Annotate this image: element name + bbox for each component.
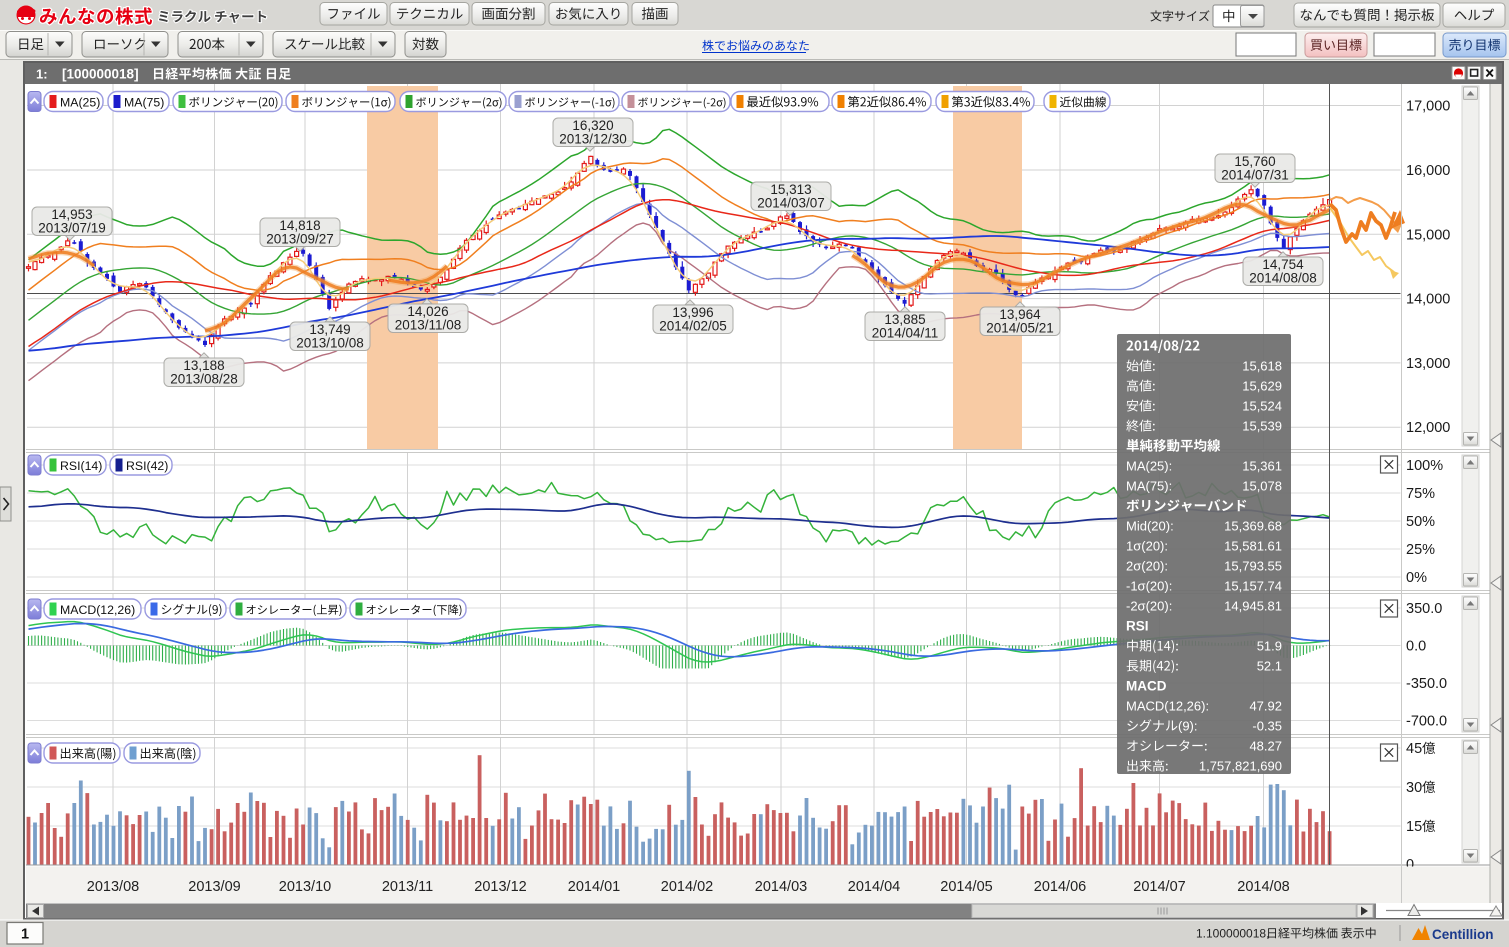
svg-text:100%: 100% <box>1406 458 1443 474</box>
svg-text:14,818: 14,818 <box>279 218 320 233</box>
svg-text:15,629: 15,629 <box>1242 379 1282 394</box>
svg-text:MA(25):: MA(25): <box>1126 459 1172 474</box>
svg-text:14,754: 14,754 <box>1262 257 1304 272</box>
svg-text:17,000: 17,000 <box>1406 99 1450 115</box>
svg-text:[100000018]: [100000018] <box>62 67 139 82</box>
svg-text:2013/08/28: 2013/08/28 <box>170 372 238 387</box>
svg-text:15,000: 15,000 <box>1406 227 1450 243</box>
svg-text:2013/10/08: 2013/10/08 <box>296 336 364 351</box>
svg-text:2014/05: 2014/05 <box>940 879 992 895</box>
svg-text:13,000: 13,000 <box>1406 356 1450 372</box>
svg-text:350.0: 350.0 <box>1406 601 1442 617</box>
svg-text:0: 0 <box>1406 857 1414 873</box>
svg-text:1,757,821,690: 1,757,821,690 <box>1199 759 1282 774</box>
svg-text:2014/08/08: 2014/08/08 <box>1249 271 1317 286</box>
svg-text:30: 30 <box>1406 780 1422 796</box>
svg-text:2014/04: 2014/04 <box>848 879 900 895</box>
svg-text:RSI: RSI <box>1126 619 1149 634</box>
svg-text:2014/01: 2014/01 <box>568 879 620 895</box>
svg-text:2013/10: 2013/10 <box>279 879 331 895</box>
svg-text:2013/12/30: 2013/12/30 <box>559 132 627 147</box>
svg-text:2013/09: 2013/09 <box>188 879 240 895</box>
svg-text:2014/03/07: 2014/03/07 <box>757 196 825 211</box>
svg-text:51.9: 51.9 <box>1257 639 1282 654</box>
svg-text:13,885: 13,885 <box>884 312 925 327</box>
svg-text:Centillion: Centillion <box>1432 927 1494 942</box>
svg-text:2014/02: 2014/02 <box>661 879 713 895</box>
svg-text:1:: 1: <box>36 67 48 82</box>
svg-text:47.92: 47.92 <box>1249 699 1282 714</box>
svg-text:16,320: 16,320 <box>572 118 613 133</box>
svg-text:-700.0: -700.0 <box>1406 714 1447 730</box>
svg-text:2014/03: 2014/03 <box>755 879 807 895</box>
svg-text:14,000: 14,000 <box>1406 292 1450 308</box>
svg-text:0%: 0% <box>1406 570 1427 586</box>
svg-text:2014/05/21: 2014/05/21 <box>986 321 1054 336</box>
svg-text:48.27: 48.27 <box>1249 739 1282 754</box>
svg-text:15,524: 15,524 <box>1242 399 1282 414</box>
svg-text:45: 45 <box>1406 741 1422 757</box>
svg-text:2014/02/05: 2014/02/05 <box>659 319 727 334</box>
svg-text:2013/08: 2013/08 <box>87 879 139 895</box>
svg-text:15,618: 15,618 <box>1242 359 1282 374</box>
svg-text:14,945.81: 14,945.81 <box>1224 599 1282 614</box>
svg-text:RSI(42): RSI(42) <box>126 459 168 473</box>
svg-text:1.100000018,: 1.100000018, <box>1196 927 1269 941</box>
svg-text:52.1: 52.1 <box>1257 659 1282 674</box>
svg-text:RSI(14): RSI(14) <box>60 459 102 473</box>
svg-text:MA(75):: MA(75): <box>1126 479 1172 494</box>
svg-text:13,749: 13,749 <box>309 322 350 337</box>
svg-text:15,581.61: 15,581.61 <box>1224 539 1282 554</box>
svg-text:50%: 50% <box>1406 514 1435 530</box>
svg-text:12,000: 12,000 <box>1406 420 1450 436</box>
svg-text:2014/08: 2014/08 <box>1237 879 1289 895</box>
svg-text:MACD(12,26): MACD(12,26) <box>60 603 135 617</box>
svg-text:2014/06: 2014/06 <box>1034 879 1086 895</box>
svg-text:14,026: 14,026 <box>407 304 448 319</box>
svg-text:2013/12: 2013/12 <box>474 879 526 895</box>
svg-text:15: 15 <box>1406 819 1422 835</box>
svg-text:15,361: 15,361 <box>1242 459 1282 474</box>
svg-text:2013/07/19: 2013/07/19 <box>38 221 106 236</box>
svg-text:2014/07: 2014/07 <box>1133 879 1185 895</box>
svg-text:75%: 75% <box>1406 486 1435 502</box>
svg-text:MA(75): MA(75) <box>124 95 164 109</box>
svg-text:15,313: 15,313 <box>770 182 811 197</box>
svg-text:2014/04/11: 2014/04/11 <box>872 326 939 341</box>
svg-text:-1σ(20):: -1σ(20): <box>1126 579 1172 594</box>
svg-text:MA(25): MA(25) <box>60 95 100 109</box>
svg-text:-350.0: -350.0 <box>1406 676 1447 692</box>
svg-text:15,793.55: 15,793.55 <box>1224 559 1282 574</box>
svg-text:2013/11/08: 2013/11/08 <box>395 318 462 333</box>
svg-text:15,078: 15,078 <box>1242 479 1282 494</box>
svg-text:15,157.74: 15,157.74 <box>1224 579 1282 594</box>
svg-text:16,000: 16,000 <box>1406 163 1450 179</box>
svg-text:13,964: 13,964 <box>999 307 1041 322</box>
svg-text:MACD: MACD <box>1126 679 1167 694</box>
svg-text:2014/07/31: 2014/07/31 <box>1221 168 1289 183</box>
svg-text:25%: 25% <box>1406 542 1435 558</box>
svg-text:13,996: 13,996 <box>672 305 713 320</box>
svg-text:-2σ(20):: -2σ(20): <box>1126 599 1172 614</box>
svg-text:15,369.68: 15,369.68 <box>1224 519 1282 534</box>
svg-text:MACD(12,26):: MACD(12,26): <box>1126 699 1209 714</box>
svg-text:2013/09/27: 2013/09/27 <box>266 232 334 247</box>
svg-text:2σ(20):: 2σ(20): <box>1126 559 1168 574</box>
svg-text:シグナル(9):: シグナル(9): <box>1126 719 1198 734</box>
svg-text:1: 1 <box>21 927 29 943</box>
svg-text:2013/11: 2013/11 <box>382 879 433 895</box>
svg-text:15,760: 15,760 <box>1234 154 1275 169</box>
svg-text:-0.35: -0.35 <box>1252 719 1282 734</box>
svg-text:0.0: 0.0 <box>1406 639 1426 655</box>
svg-text:14,953: 14,953 <box>51 207 92 222</box>
svg-text:Mid(20):: Mid(20): <box>1126 519 1174 534</box>
svg-text:13,188: 13,188 <box>183 358 224 373</box>
svg-text:15,539: 15,539 <box>1242 419 1282 434</box>
svg-text:1σ(20):: 1σ(20): <box>1126 539 1168 554</box>
